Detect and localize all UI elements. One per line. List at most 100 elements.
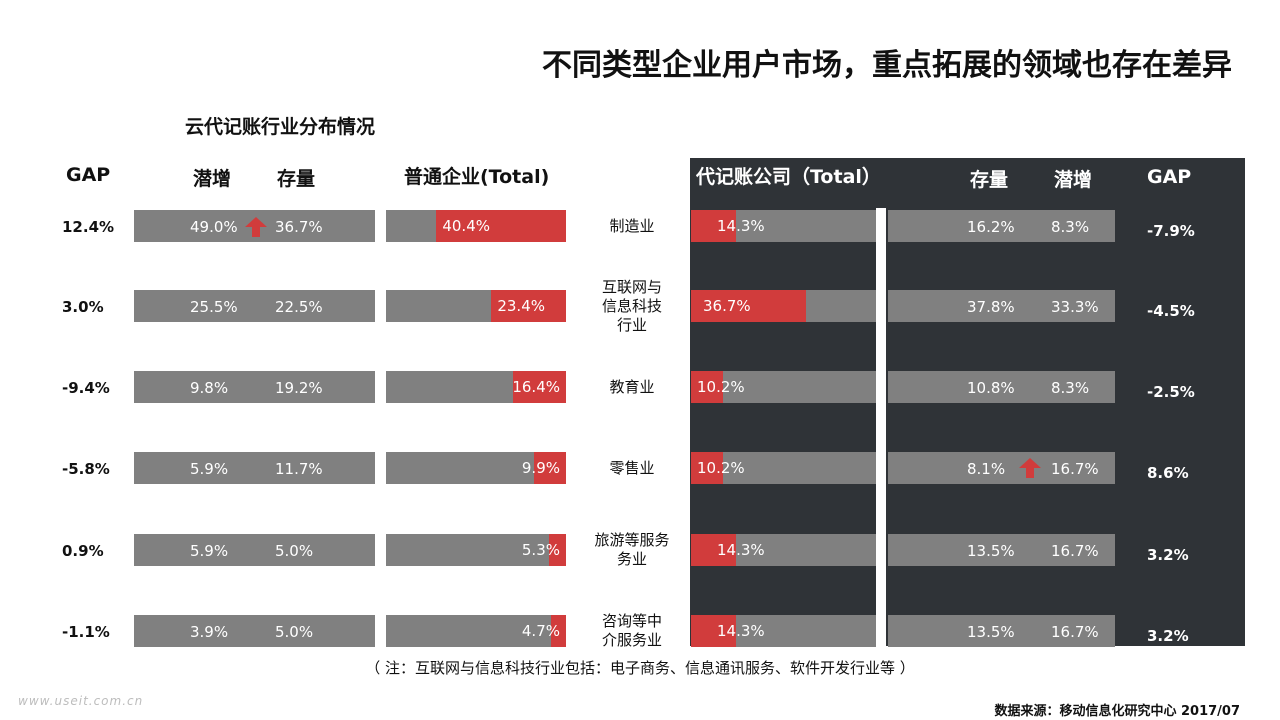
right-gap-value: 8.6%	[1147, 464, 1189, 482]
footnote: （ 注：互联网与信息科技行业包括：电子商务、信息通讯服务、软件开发行业等 ）	[365, 659, 915, 677]
left-gap-value: 3.0%	[62, 298, 104, 316]
category-line: 务业	[616, 550, 647, 568]
left-total-label: 40.4%	[442, 217, 490, 235]
right-gap-value: 3.2%	[1147, 627, 1189, 645]
left-stock-bar	[134, 371, 375, 403]
right-total-label: 14.3%	[717, 622, 765, 640]
left-stock-value: 22.5%	[275, 298, 323, 316]
left-gap-value: -5.8%	[62, 460, 110, 478]
watermark: www.useit.com.cn	[18, 694, 144, 708]
category-line: 互联网与	[601, 277, 662, 296]
left-stock-bar	[134, 452, 375, 484]
right-stock-bar	[888, 615, 1115, 647]
left-gap-value: 12.4%	[62, 218, 115, 236]
left-potential-value: 49.0%	[190, 218, 238, 236]
right-stock-value: 37.8%	[967, 298, 1015, 316]
category-label: 教育业	[587, 378, 677, 397]
header-right-total: 代记账公司（Total）	[696, 166, 881, 188]
category-line: 制造业	[609, 216, 655, 235]
right-stock-value: 16.2%	[967, 218, 1015, 236]
left-total-label: 16.4%	[512, 378, 560, 396]
right-stock-bar	[888, 290, 1115, 322]
left-total-label: 5.3%	[521, 541, 560, 559]
left-gap-value: -9.4%	[62, 379, 110, 397]
category-line: 信息科技	[601, 296, 662, 315]
left-total-fill	[491, 290, 566, 322]
left-gap-value: -1.1%	[62, 623, 110, 641]
right-potential-value: 16.7%	[1051, 623, 1099, 641]
right-total-fill	[691, 371, 723, 403]
right-total-label: 14.3%	[717, 217, 765, 235]
left-stock-value: 5.0%	[275, 542, 314, 560]
right-total-bar: 10.2%	[691, 371, 876, 403]
up-arrow-icon	[1019, 458, 1041, 478]
left-stock-value: 19.2%	[275, 379, 323, 397]
right-total-fill	[691, 290, 806, 322]
left-total-fill	[551, 615, 566, 647]
header-left-potential: 潜增	[193, 168, 232, 190]
right-stock-value: 13.5%	[967, 623, 1015, 641]
right-gap-value: -4.5%	[1147, 302, 1195, 320]
left-total-fill	[534, 452, 566, 484]
category-label: 咨询等中 介服务业	[587, 612, 677, 650]
left-total-bar: 9.9%	[386, 452, 566, 484]
right-total-label: 10.2%	[697, 378, 745, 396]
right-total-fill	[691, 210, 736, 242]
left-stock-bar	[134, 534, 375, 566]
category-line: 咨询等中	[601, 612, 662, 630]
right-total-bar: 36.7%	[691, 290, 876, 322]
left-potential-value: 9.8%	[190, 379, 229, 397]
left-total-bar: 5.3%	[386, 534, 566, 566]
right-total-bar: 14.3%	[691, 210, 876, 242]
left-potential-value: 5.9%	[190, 542, 229, 560]
right-stock-bar	[888, 534, 1115, 566]
right-stock-bar	[888, 452, 1115, 484]
right-total-bar: 10.2%	[691, 452, 876, 484]
category-line: 教育业	[609, 377, 655, 396]
up-arrow-icon	[245, 217, 267, 237]
left-total-fill	[549, 534, 566, 566]
right-stock-value: 8.1%	[967, 460, 1006, 478]
left-potential-value: 3.9%	[190, 623, 229, 641]
category-label: 互联网与 信息科技 行业	[587, 278, 677, 335]
right-total-label: 36.7%	[703, 297, 751, 315]
right-total-bar: 14.3%	[691, 615, 876, 647]
left-stock-bar	[134, 615, 375, 647]
page-title: 不同类型企业用户市场，重点拓展的领域也存在差异	[542, 48, 1232, 83]
category-label: 零售业	[587, 459, 677, 478]
category-line: 零售业	[609, 458, 655, 477]
left-total-bar: 16.4%	[386, 371, 566, 403]
header-left-total: 普通企业(Total)	[404, 166, 550, 188]
left-stock-bar	[134, 290, 375, 322]
left-gap-value: 0.9%	[62, 542, 104, 560]
right-stock-value: 10.8%	[967, 379, 1015, 397]
left-potential-value: 5.9%	[190, 460, 229, 478]
header-right-potential: 潜增	[1054, 169, 1093, 191]
right-gap-value: -2.5%	[1147, 383, 1195, 401]
right-potential-value: 16.7%	[1051, 460, 1099, 478]
left-total-bar: 4.7%	[386, 615, 566, 647]
right-total-fill	[691, 452, 723, 484]
left-total-bar: 23.4%	[386, 290, 566, 322]
header-left-gap: GAP	[66, 164, 111, 186]
category-label: 旅游等服务 务业	[587, 531, 677, 569]
header-left-stock: 存量	[277, 168, 316, 190]
category-label: 制造业	[587, 217, 677, 236]
left-potential-value: 25.5%	[190, 298, 238, 316]
left-total-fill	[513, 371, 566, 403]
data-source: 数据来源：移动信息化研究中心 2017/07	[994, 704, 1240, 719]
right-potential-value: 33.3%	[1051, 298, 1099, 316]
right-potential-value: 8.3%	[1051, 218, 1090, 236]
header-right-gap: GAP	[1147, 166, 1192, 188]
category-line: 旅游等服务	[594, 531, 670, 549]
right-gap-value: 3.2%	[1147, 546, 1189, 564]
right-total-label: 10.2%	[697, 459, 745, 477]
right-total-bar: 14.3%	[691, 534, 876, 566]
left-total-label: 9.9%	[521, 459, 560, 477]
right-stock-bar	[888, 371, 1115, 403]
category-line: 介服务业	[601, 631, 662, 649]
right-potential-value: 8.3%	[1051, 379, 1090, 397]
chart-title: 云代记账行业分布情况	[184, 116, 375, 138]
left-total-label: 4.7%	[521, 622, 560, 640]
right-total-fill	[691, 615, 736, 647]
